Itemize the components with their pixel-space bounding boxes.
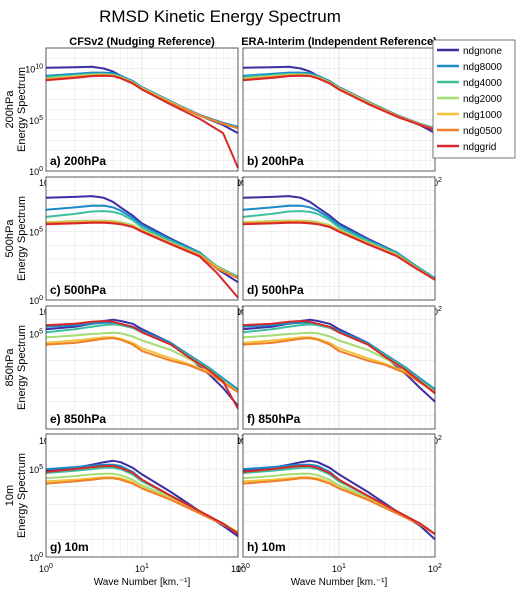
panel-g: g) 10m xyxy=(45,433,239,558)
panel-e-frame xyxy=(45,305,239,430)
panel-g-frame xyxy=(45,433,239,558)
panel-g-ytick-0: 100 xyxy=(29,552,43,563)
row-label-500hPa: 500hPaEnergy Spectrum xyxy=(4,196,28,281)
figure-title: RMSD Kinetic Energy Spectrum xyxy=(99,7,341,26)
panel-c: c) 500hPa xyxy=(45,176,239,301)
panel-g-series-ndggrid xyxy=(45,465,239,535)
panel-a-ytick-0: 100 xyxy=(29,166,43,177)
panel-c-ytick-5: 105 xyxy=(29,227,43,238)
panel-a-label: a) 200hPa xyxy=(50,154,106,168)
panel-h-series-ndggrid xyxy=(242,465,436,535)
panel-g-xtick-0: 100 xyxy=(39,563,53,574)
panel-e-series-ndggrid xyxy=(45,320,239,410)
row-label-850hPa: 850hPaEnergy Spectrum xyxy=(4,325,28,410)
panel-h-xtick-0: 100 xyxy=(236,563,250,574)
panel-e: e) 850hPa xyxy=(45,305,239,430)
x-axis-label-2: Wave Number [km.⁻¹] xyxy=(291,577,388,588)
legend-label-ndggrid: ndggrid xyxy=(463,142,496,153)
panel-e-label: e) 850hPa xyxy=(50,412,106,426)
legend: ndgnone ndg8000 ndg4000 ndg2000 ndg1000 ndg05… xyxy=(432,39,516,159)
legend-label-ndg1000: ndg1000 xyxy=(463,110,502,121)
panel-h-xtick-2: 102 xyxy=(428,563,442,574)
panel-b-label: b) 200hPa xyxy=(247,154,304,168)
panel-f: f) 850hPa xyxy=(242,305,436,430)
panel-f-series-ndggrid xyxy=(242,320,436,395)
panel-e-ytick-5: 105 xyxy=(29,328,43,339)
panel-c-frame xyxy=(45,176,239,301)
panel-d-series-ndg4000 xyxy=(242,210,436,280)
panel-d-label: d) 500hPa xyxy=(247,283,304,297)
panel-g-series-ndg0500 xyxy=(45,477,239,534)
legend-label-ndg8000: ndg8000 xyxy=(463,62,502,73)
legend-label-ndg2000: ndg2000 xyxy=(463,94,502,105)
column-title-2: ERA-Interim (Independent Reference) xyxy=(241,36,437,48)
panel-g-xtick-2: 102 xyxy=(231,563,245,574)
panel-b: b) 200hPa xyxy=(242,47,436,172)
panel-d: d) 500hPa xyxy=(242,176,436,301)
panel-a-ytick-10: 1010 xyxy=(25,64,43,75)
panel-f-label: f) 850hPa xyxy=(247,412,301,426)
row-label-10m: 10mEnergy Spectrum xyxy=(4,453,28,538)
panel-a-ytick-5: 105 xyxy=(29,115,43,126)
panel-h-frame xyxy=(242,433,436,558)
panel-e-series-ndg0500 xyxy=(45,337,239,393)
panel-e-series-ndg1000 xyxy=(45,336,239,393)
panel-f-series-ndg1000 xyxy=(242,336,436,393)
panel-a: a) 200hPa xyxy=(45,47,239,172)
panel-d-series-ndggrid xyxy=(242,221,436,281)
x-axis-label-1: Wave Number [km.⁻¹] xyxy=(94,577,191,588)
panel-h-xtick-1: 101 xyxy=(332,563,346,574)
legend-label-ndgnone: ndgnone xyxy=(463,46,502,57)
column-title-1: CFSv2 (Nudging Reference) xyxy=(69,36,215,48)
panel-h-label: h) 10m xyxy=(247,540,286,554)
panel-c-series-ndggrid xyxy=(45,221,239,299)
panel-a-series-ndggrid xyxy=(45,74,239,169)
panel-c-series-ndg4000 xyxy=(45,210,239,278)
panel-c-label: c) 500hPa xyxy=(50,283,106,297)
panel-h: h) 10m xyxy=(242,433,436,558)
panel-f-series-ndg0500 xyxy=(242,337,436,393)
panel-c-ytick-0: 100 xyxy=(29,295,43,306)
legend-label-ndg0500: ndg0500 xyxy=(463,126,502,137)
panel-h-series-ndg0500 xyxy=(242,477,436,535)
panel-g-xtick-1: 101 xyxy=(135,563,149,574)
row-label-200hPa: 200hPaEnergy Spectrum xyxy=(4,67,28,152)
panel-g-ytick-5: 105 xyxy=(29,464,43,475)
panel-a-frame xyxy=(45,47,239,172)
panel-g-label: g) 10m xyxy=(50,540,89,554)
panel-f-frame xyxy=(242,305,436,430)
panel-b-series-ndggrid xyxy=(242,74,436,131)
panel-d-frame xyxy=(242,176,436,301)
legend-label-ndg4000: ndg4000 xyxy=(463,78,502,89)
